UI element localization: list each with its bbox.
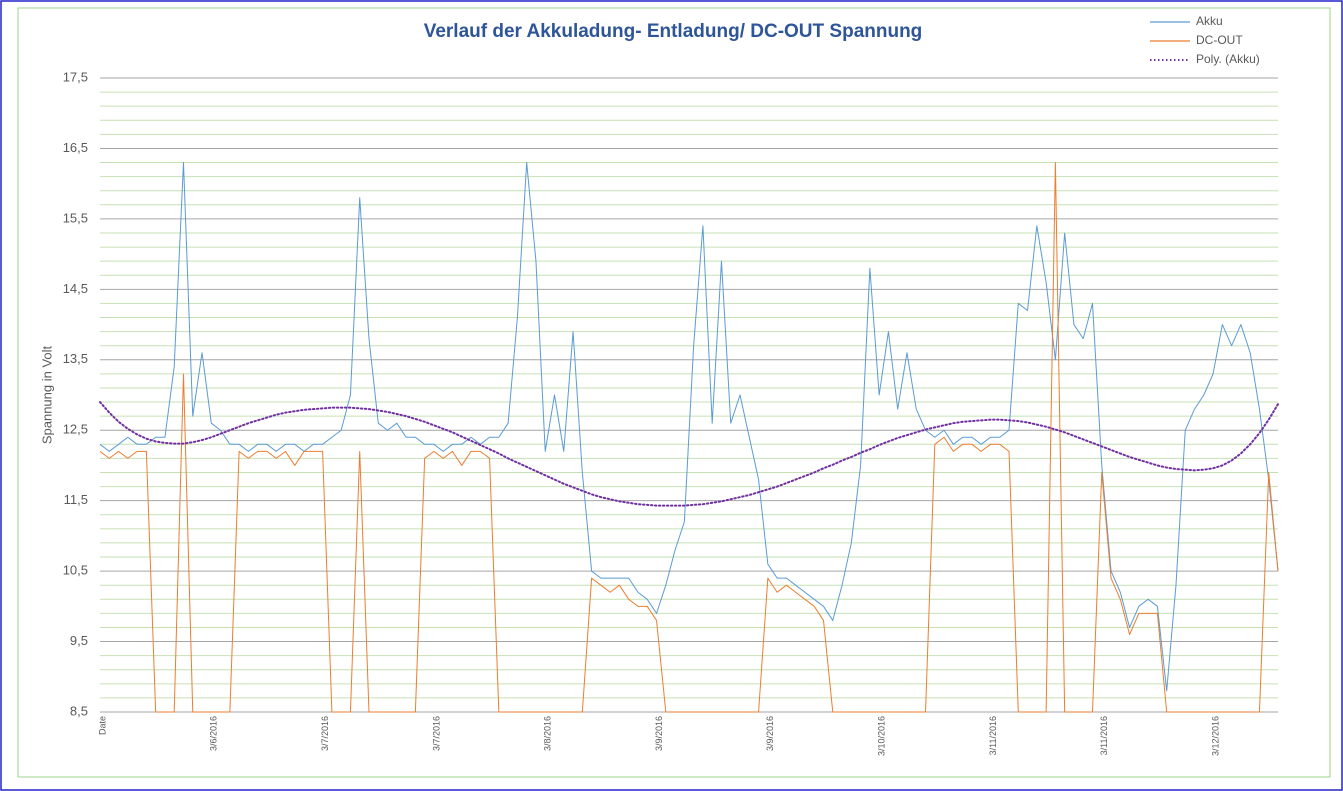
series-line [99,162,1279,713]
legend-label: Poly. (Akku) [1196,52,1260,66]
x-tick-label: 3/11/2016 [1099,716,1109,755]
y-tick-label: 16,5 [63,140,88,155]
y-tick-label: 15,5 [63,210,88,225]
y-axis-label: Spannung in Volt [39,345,54,444]
y-tick-label: 14,5 [63,281,88,296]
x-tick-label: 3/11/2016 [988,716,998,755]
y-tick-label: 13,5 [63,351,88,366]
series-line [99,401,1279,507]
chart-frame [17,7,1331,778]
legend-label: Akku [1196,14,1223,28]
x-tick-label: 3/9/2016 [765,716,775,751]
y-tick-label: 9,5 [70,633,88,648]
y-tick-label: 11,5 [64,492,88,507]
y-tick-label: 8,5 [70,703,88,718]
x-tick-label: 3/10/2016 [877,716,887,756]
y-tick-label: 12,5 [63,422,88,437]
x-tick-label: 3/6/2016 [209,716,219,751]
x-tick-label: 3/12/2016 [1210,716,1220,756]
legend-label: DC-OUT [1196,33,1243,47]
series-line [99,162,1279,692]
x-tick-label: Date [97,716,107,735]
y-tick-label: 17,5 [63,69,88,84]
x-tick-label: 3/7/2016 [320,716,330,751]
y-tick-label: 10,5 [63,563,88,578]
x-tick-label: 3/9/2016 [654,716,664,751]
chart-title: Verlauf der Akkuladung- Entladung/ DC-OU… [424,21,923,42]
x-tick-label: 3/7/2016 [431,716,441,751]
x-tick-label: 3/8/2016 [543,716,553,751]
